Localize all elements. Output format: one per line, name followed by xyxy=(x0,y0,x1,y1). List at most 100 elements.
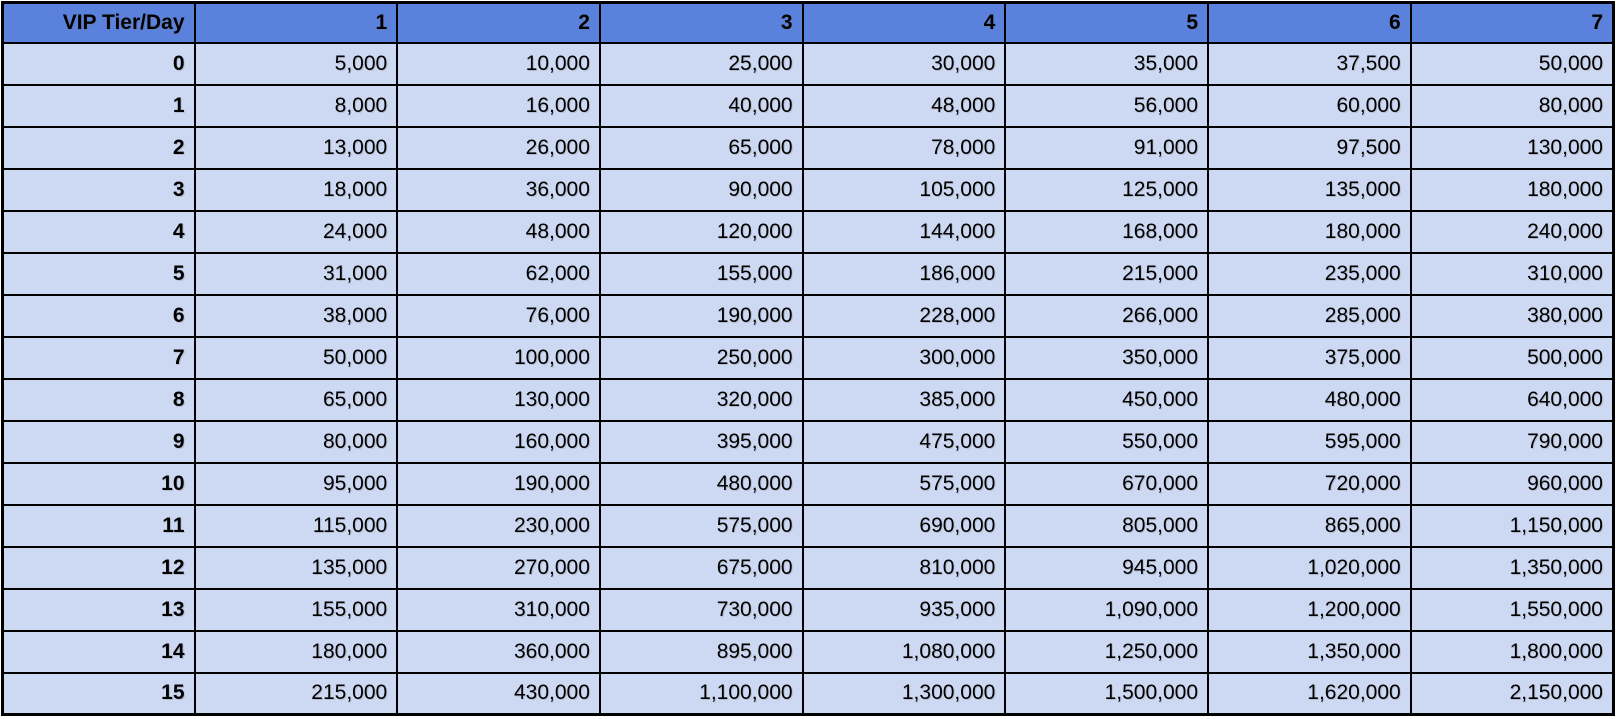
day-header-6: 6 xyxy=(1207,1,1412,44)
table-cell: 190,000 xyxy=(396,461,601,506)
day-header-1: 1 xyxy=(193,1,399,44)
table-cell: 155,000 xyxy=(193,587,399,632)
table-cell: 48,000 xyxy=(801,83,1007,128)
table-cell: 300,000 xyxy=(801,335,1007,380)
table-cell: 60,000 xyxy=(1207,83,1412,128)
table-cell: 90,000 xyxy=(598,167,804,212)
table-cell: 230,000 xyxy=(396,503,601,548)
table-cell: 180,000 xyxy=(1409,167,1615,212)
table-cell: 91,000 xyxy=(1004,125,1210,170)
tier-label: 5 xyxy=(1,251,196,296)
table-cell: 26,000 xyxy=(396,125,601,170)
table-row: 1 8,000 16,000 40,000 48,000 56,000 60,0… xyxy=(1,83,1615,128)
table-row: 3 18,000 36,000 90,000 105,000 125,000 1… xyxy=(1,167,1615,212)
table-cell: 285,000 xyxy=(1207,293,1412,338)
day-header-4: 4 xyxy=(801,1,1007,44)
table-cell: 190,000 xyxy=(598,293,804,338)
table-cell: 8,000 xyxy=(193,83,399,128)
table-cell: 1,250,000 xyxy=(1004,629,1210,674)
table-cell: 1,100,000 xyxy=(598,671,804,716)
table-cell: 155,000 xyxy=(598,251,804,296)
table-cell: 16,000 xyxy=(396,83,601,128)
table-cell: 640,000 xyxy=(1409,377,1615,422)
table-cell: 180,000 xyxy=(1207,209,1412,254)
table-row: 0 5,000 10,000 25,000 30,000 35,000 37,5… xyxy=(1,41,1615,86)
table-cell: 48,000 xyxy=(396,209,601,254)
table-cell: 1,500,000 xyxy=(1004,671,1210,716)
table-cell: 450,000 xyxy=(1004,377,1210,422)
tier-label: 6 xyxy=(1,293,196,338)
table-cell: 1,090,000 xyxy=(1004,587,1210,632)
table-cell: 670,000 xyxy=(1004,461,1210,506)
table-cell: 310,000 xyxy=(396,587,601,632)
table-cell: 24,000 xyxy=(193,209,399,254)
table-cell: 310,000 xyxy=(1409,251,1615,296)
table-cell: 97,500 xyxy=(1207,125,1412,170)
table-cell: 80,000 xyxy=(1409,83,1615,128)
table-cell: 550,000 xyxy=(1004,419,1210,464)
table-row: 2 13,000 26,000 65,000 78,000 91,000 97,… xyxy=(1,125,1615,170)
table-cell: 215,000 xyxy=(1004,251,1210,296)
table-cell: 595,000 xyxy=(1207,419,1412,464)
table-cell: 80,000 xyxy=(193,419,399,464)
table-cell: 100,000 xyxy=(396,335,601,380)
table-cell: 35,000 xyxy=(1004,41,1210,86)
table-cell: 430,000 xyxy=(396,671,601,716)
table-cell: 360,000 xyxy=(396,629,601,674)
table-cell: 228,000 xyxy=(801,293,1007,338)
table-cell: 350,000 xyxy=(1004,335,1210,380)
table-cell: 78,000 xyxy=(801,125,1007,170)
table-cell: 65,000 xyxy=(598,125,804,170)
table-cell: 160,000 xyxy=(396,419,601,464)
tier-label: 14 xyxy=(1,629,196,674)
table-row: 10 95,000 190,000 480,000 575,000 670,00… xyxy=(1,461,1615,506)
tier-label: 15 xyxy=(1,671,196,716)
table-cell: 395,000 xyxy=(598,419,804,464)
table-cell: 38,000 xyxy=(193,293,399,338)
table-row: 8 65,000 130,000 320,000 385,000 450,000… xyxy=(1,377,1615,422)
table-cell: 266,000 xyxy=(1004,293,1210,338)
table-cell: 180,000 xyxy=(193,629,399,674)
table-cell: 500,000 xyxy=(1409,335,1615,380)
day-header-5: 5 xyxy=(1004,1,1210,44)
table-cell: 135,000 xyxy=(1207,167,1412,212)
table-cell: 65,000 xyxy=(193,377,399,422)
table-cell: 1,620,000 xyxy=(1207,671,1412,716)
tier-label: 0 xyxy=(1,41,196,86)
table-cell: 105,000 xyxy=(801,167,1007,212)
tier-label: 8 xyxy=(1,377,196,422)
table-cell: 240,000 xyxy=(1409,209,1615,254)
table-cell: 1,550,000 xyxy=(1409,587,1615,632)
tier-label: 12 xyxy=(1,545,196,590)
table-cell: 40,000 xyxy=(598,83,804,128)
table-cell: 135,000 xyxy=(193,545,399,590)
table-cell: 1,350,000 xyxy=(1207,629,1412,674)
table-cell: 186,000 xyxy=(801,251,1007,296)
tier-label: 11 xyxy=(1,503,196,548)
table-cell: 50,000 xyxy=(1409,41,1615,86)
tier-label: 7 xyxy=(1,335,196,380)
table-cell: 865,000 xyxy=(1207,503,1412,548)
table-cell: 730,000 xyxy=(598,587,804,632)
table-row: 13 155,000 310,000 730,000 935,000 1,090… xyxy=(1,587,1615,632)
tier-label: 13 xyxy=(1,587,196,632)
table-cell: 50,000 xyxy=(193,335,399,380)
table-cell: 895,000 xyxy=(598,629,804,674)
table-cell: 790,000 xyxy=(1409,419,1615,464)
table-cell: 480,000 xyxy=(598,461,804,506)
table-cell: 805,000 xyxy=(1004,503,1210,548)
table-cell: 215,000 xyxy=(193,671,399,716)
table-cell: 56,000 xyxy=(1004,83,1210,128)
table-row: 12 135,000 270,000 675,000 810,000 945,0… xyxy=(1,545,1615,590)
table-cell: 375,000 xyxy=(1207,335,1412,380)
table-cell: 10,000 xyxy=(396,41,601,86)
tier-label: 4 xyxy=(1,209,196,254)
table-cell: 1,150,000 xyxy=(1409,503,1615,548)
table-cell: 575,000 xyxy=(598,503,804,548)
table-cell: 144,000 xyxy=(801,209,1007,254)
table-cell: 130,000 xyxy=(396,377,601,422)
table-cell: 385,000 xyxy=(801,377,1007,422)
table-cell: 935,000 xyxy=(801,587,1007,632)
table-cell: 945,000 xyxy=(1004,545,1210,590)
table-cell: 168,000 xyxy=(1004,209,1210,254)
